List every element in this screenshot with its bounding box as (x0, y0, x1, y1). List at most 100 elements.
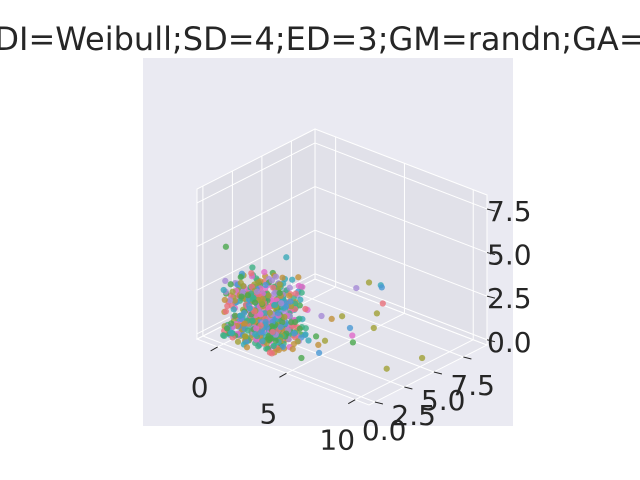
scatter-point (231, 312, 239, 319)
scatter-point (257, 311, 264, 318)
scatter-point (241, 333, 249, 340)
scatter-point (274, 309, 282, 317)
z-tick-label: 2.5 (487, 282, 532, 315)
scatter-point (318, 312, 325, 320)
y-tick-mark (463, 356, 472, 360)
grid-line-x-floor (355, 339, 474, 401)
scatter-point (248, 270, 255, 277)
y-tick-label: 0.0 (362, 414, 407, 447)
scatter-point (261, 268, 268, 276)
scatter-point (257, 322, 264, 329)
scatter-point (353, 284, 360, 292)
grid-line-z-left (196, 229, 316, 291)
grid-line-z-back (314, 186, 488, 254)
scatter-point (286, 292, 293, 299)
scatter-point (287, 298, 294, 305)
x-tick-label: 5 (260, 397, 278, 430)
scatter-point (220, 286, 227, 294)
scatter-point (365, 279, 373, 286)
scatter-point (263, 324, 271, 331)
scatter-point (312, 333, 320, 340)
scatter-point (370, 324, 377, 332)
scatter-point (298, 289, 305, 296)
scatter-point (379, 300, 386, 307)
scatter-point (279, 274, 286, 281)
scatter-point (230, 306, 237, 313)
scatter-point (289, 345, 296, 353)
grid-line-y-floor (291, 290, 464, 358)
z-tick-mark (486, 252, 496, 256)
scatter-point (222, 308, 230, 315)
scatter-point (253, 325, 260, 332)
z-tick-mark (486, 208, 496, 212)
scatter-point (281, 313, 288, 321)
scatter-point (383, 365, 390, 372)
scatter-point (220, 332, 227, 339)
scatter-point (278, 300, 285, 307)
scatter-point (241, 320, 248, 327)
scatter-point (289, 276, 296, 283)
scatter-point (269, 328, 276, 336)
y-tick-mark (404, 386, 413, 390)
scatter-point (277, 323, 284, 331)
scatter-point (321, 337, 329, 344)
grid-line-z-back (314, 229, 488, 297)
scatter-point (271, 301, 278, 309)
scatter-point (349, 339, 357, 346)
scatter-point (346, 324, 354, 332)
z-tick-mark (486, 295, 496, 299)
scatter-point (266, 349, 274, 356)
scatter-point (238, 293, 245, 300)
scatter-point (268, 323, 275, 330)
scatter-point (234, 338, 242, 345)
scatter-point (262, 318, 269, 326)
scatter-point (328, 315, 335, 323)
scatter-point (221, 296, 228, 304)
scatter-point (246, 305, 253, 312)
scatter-point (226, 297, 234, 304)
scatter-point (251, 308, 258, 315)
scatter-point (295, 282, 303, 290)
scatter-point (272, 337, 279, 344)
scatter-point (249, 264, 256, 271)
scatter-point (297, 296, 304, 303)
scatter-point (222, 277, 229, 285)
scatter-point (283, 254, 290, 261)
scatter-point (338, 313, 346, 320)
x-tick-mark (210, 346, 218, 352)
chart-title: DI=Weibull;SD=4;ED=3;GM=randn;GA= (0, 20, 640, 58)
grid-line-z-left (196, 142, 316, 204)
scatter-point (237, 312, 244, 319)
y-tick-label: 5.0 (421, 384, 466, 417)
scatter-point (296, 325, 303, 332)
scatter-point (258, 299, 266, 307)
grid-line-z-left (196, 186, 316, 248)
scatter-point (227, 281, 234, 288)
x-tick-mark (279, 372, 287, 378)
scatter-point (249, 318, 256, 325)
scatter-point (252, 331, 259, 338)
scatter-point (276, 289, 283, 297)
scatter-points (220, 243, 426, 372)
scatter-point (315, 349, 323, 357)
scatter-point (224, 302, 231, 310)
scatter-point (279, 319, 286, 326)
scatter-point (315, 341, 322, 349)
z-tick-label: 5.0 (487, 239, 532, 272)
z-tick-label: 7.5 (487, 195, 532, 228)
scatter-point (296, 315, 303, 322)
scatter-point (286, 284, 293, 291)
y-tick-mark (374, 401, 384, 405)
scatter-point (270, 284, 277, 291)
scatter-point (229, 288, 236, 295)
z-tick-label: 0.0 (487, 326, 532, 359)
scatter-point (276, 281, 283, 288)
scatter-point (251, 299, 259, 306)
scatter-point (270, 342, 277, 350)
grid-line-z-back (314, 273, 488, 341)
scatter-point (243, 344, 251, 351)
scatter-point (287, 303, 295, 310)
scatter-point (237, 273, 244, 281)
z-tick-mark (486, 339, 496, 343)
axis-ticks (210, 208, 496, 405)
